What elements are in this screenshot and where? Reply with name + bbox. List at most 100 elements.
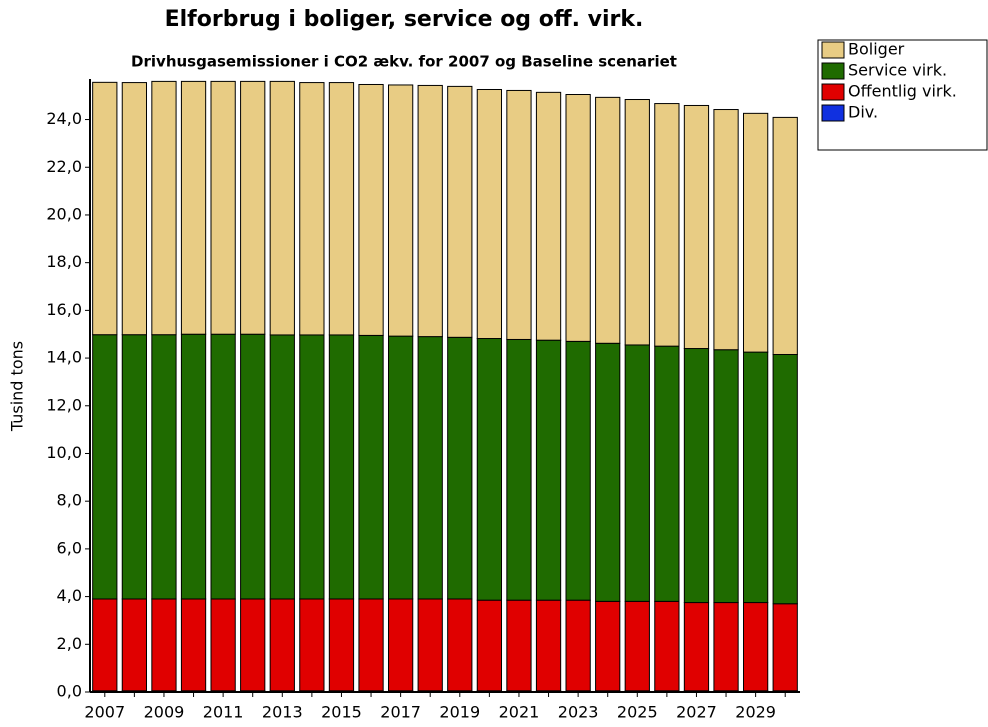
x-tick-label: 2013 bbox=[262, 703, 303, 722]
bar-segment bbox=[535, 599, 562, 692]
bar-segment bbox=[772, 603, 798, 692]
bar-segment bbox=[476, 88, 503, 340]
bar-segment bbox=[180, 80, 207, 335]
bar-segment bbox=[358, 334, 384, 600]
bar-segment bbox=[92, 334, 118, 600]
bar-segment bbox=[240, 333, 266, 600]
x-tick-label: 2015 bbox=[321, 703, 362, 722]
bar-segment bbox=[210, 80, 236, 335]
y-tick-label: 0,0 bbox=[57, 682, 82, 701]
bar-segment bbox=[595, 600, 621, 692]
bar-segment bbox=[328, 334, 355, 600]
bar-segment bbox=[151, 80, 177, 336]
bar-segment bbox=[387, 335, 414, 600]
bar-segment bbox=[387, 598, 414, 692]
bar-segment bbox=[358, 598, 384, 692]
bar-segment bbox=[299, 82, 325, 336]
y-tick-label: 4,0 bbox=[57, 586, 82, 605]
bar-segment bbox=[713, 109, 739, 351]
bar-segment bbox=[535, 91, 562, 341]
y-tick-label: 18,0 bbox=[46, 252, 82, 271]
bar-segment bbox=[742, 602, 769, 692]
bar-segment bbox=[240, 80, 266, 335]
bar-segment bbox=[121, 334, 148, 600]
chart-title: Elforbrug i boliger, service og off. vir… bbox=[165, 7, 644, 32]
bar-segment bbox=[417, 598, 443, 692]
x-tick-label: 2009 bbox=[144, 703, 185, 722]
bar-segment bbox=[210, 333, 236, 600]
bar-segment bbox=[565, 94, 591, 342]
x-tick-label: 2025 bbox=[617, 703, 658, 722]
bar-segment bbox=[328, 598, 355, 692]
bar-segment bbox=[447, 598, 473, 692]
bar-segment bbox=[447, 85, 473, 338]
bar-segment bbox=[654, 345, 680, 602]
bar-segment bbox=[269, 334, 295, 600]
legend-swatch bbox=[821, 41, 845, 59]
bar-segment bbox=[683, 602, 710, 692]
legend-box bbox=[817, 39, 988, 151]
y-tick-label: 2,0 bbox=[57, 634, 82, 653]
bar-segment bbox=[180, 333, 207, 600]
legend-label: Service virk. bbox=[848, 61, 947, 80]
bar-segment bbox=[121, 598, 148, 692]
legend-swatch bbox=[821, 104, 845, 122]
x-tick-label: 2019 bbox=[439, 703, 480, 722]
bar-segment bbox=[151, 598, 177, 692]
bar-segment bbox=[654, 600, 680, 692]
bar-segment bbox=[92, 81, 118, 336]
y-tick-label: 16,0 bbox=[46, 300, 82, 319]
bar-segment bbox=[624, 99, 650, 346]
x-tick-label: 2017 bbox=[380, 703, 421, 722]
bar-segment bbox=[417, 336, 443, 600]
x-tick-label: 2011 bbox=[203, 703, 244, 722]
bar-segment bbox=[535, 339, 562, 601]
x-tick-label: 2021 bbox=[499, 703, 540, 722]
bar-segment bbox=[328, 82, 355, 336]
bar-segment bbox=[624, 600, 650, 692]
bar-segment bbox=[151, 334, 177, 600]
bar-segment bbox=[506, 89, 532, 340]
x-tick-label: 2007 bbox=[84, 703, 125, 722]
legend-label: Boliger bbox=[848, 40, 905, 59]
bar-segment bbox=[240, 598, 266, 692]
y-tick-label: 22,0 bbox=[46, 157, 82, 176]
bar-segment bbox=[595, 342, 621, 602]
bar-segment bbox=[299, 334, 325, 600]
bar-segment bbox=[476, 599, 503, 692]
legend-label: Div. bbox=[848, 103, 878, 122]
y-axis-label: Tusind tons bbox=[8, 341, 27, 432]
bar-segment bbox=[269, 80, 295, 336]
x-tick-label: 2029 bbox=[735, 703, 776, 722]
bar-segment bbox=[595, 96, 621, 344]
bar-segment bbox=[299, 598, 325, 692]
bar-segment bbox=[269, 598, 295, 692]
y-tick-label: 24,0 bbox=[46, 109, 82, 128]
bar-segment bbox=[713, 349, 739, 604]
y-tick-label: 14,0 bbox=[46, 348, 82, 367]
bar-segment bbox=[683, 104, 710, 350]
bar-segment bbox=[742, 112, 769, 353]
bar-segment bbox=[358, 83, 384, 336]
bar-segment bbox=[772, 353, 798, 605]
bar-segment bbox=[210, 598, 236, 692]
bar-segment bbox=[180, 598, 207, 692]
y-tick-label: 8,0 bbox=[57, 491, 82, 510]
bar-segment bbox=[92, 598, 118, 692]
bar-segment bbox=[683, 348, 710, 604]
legend-swatch bbox=[821, 83, 845, 101]
bar-segment bbox=[447, 336, 473, 600]
legend-swatch bbox=[821, 62, 845, 80]
bar-segment bbox=[742, 351, 769, 604]
bar-segment bbox=[772, 116, 798, 355]
bar-segment bbox=[476, 338, 503, 601]
bar-segment bbox=[506, 599, 532, 692]
y-tick-label: 6,0 bbox=[57, 538, 82, 557]
bar-segment bbox=[624, 344, 650, 602]
bar-segment bbox=[417, 84, 443, 338]
bar-segment bbox=[121, 82, 148, 336]
bar-segment bbox=[654, 103, 680, 347]
y-tick-label: 20,0 bbox=[46, 204, 82, 223]
